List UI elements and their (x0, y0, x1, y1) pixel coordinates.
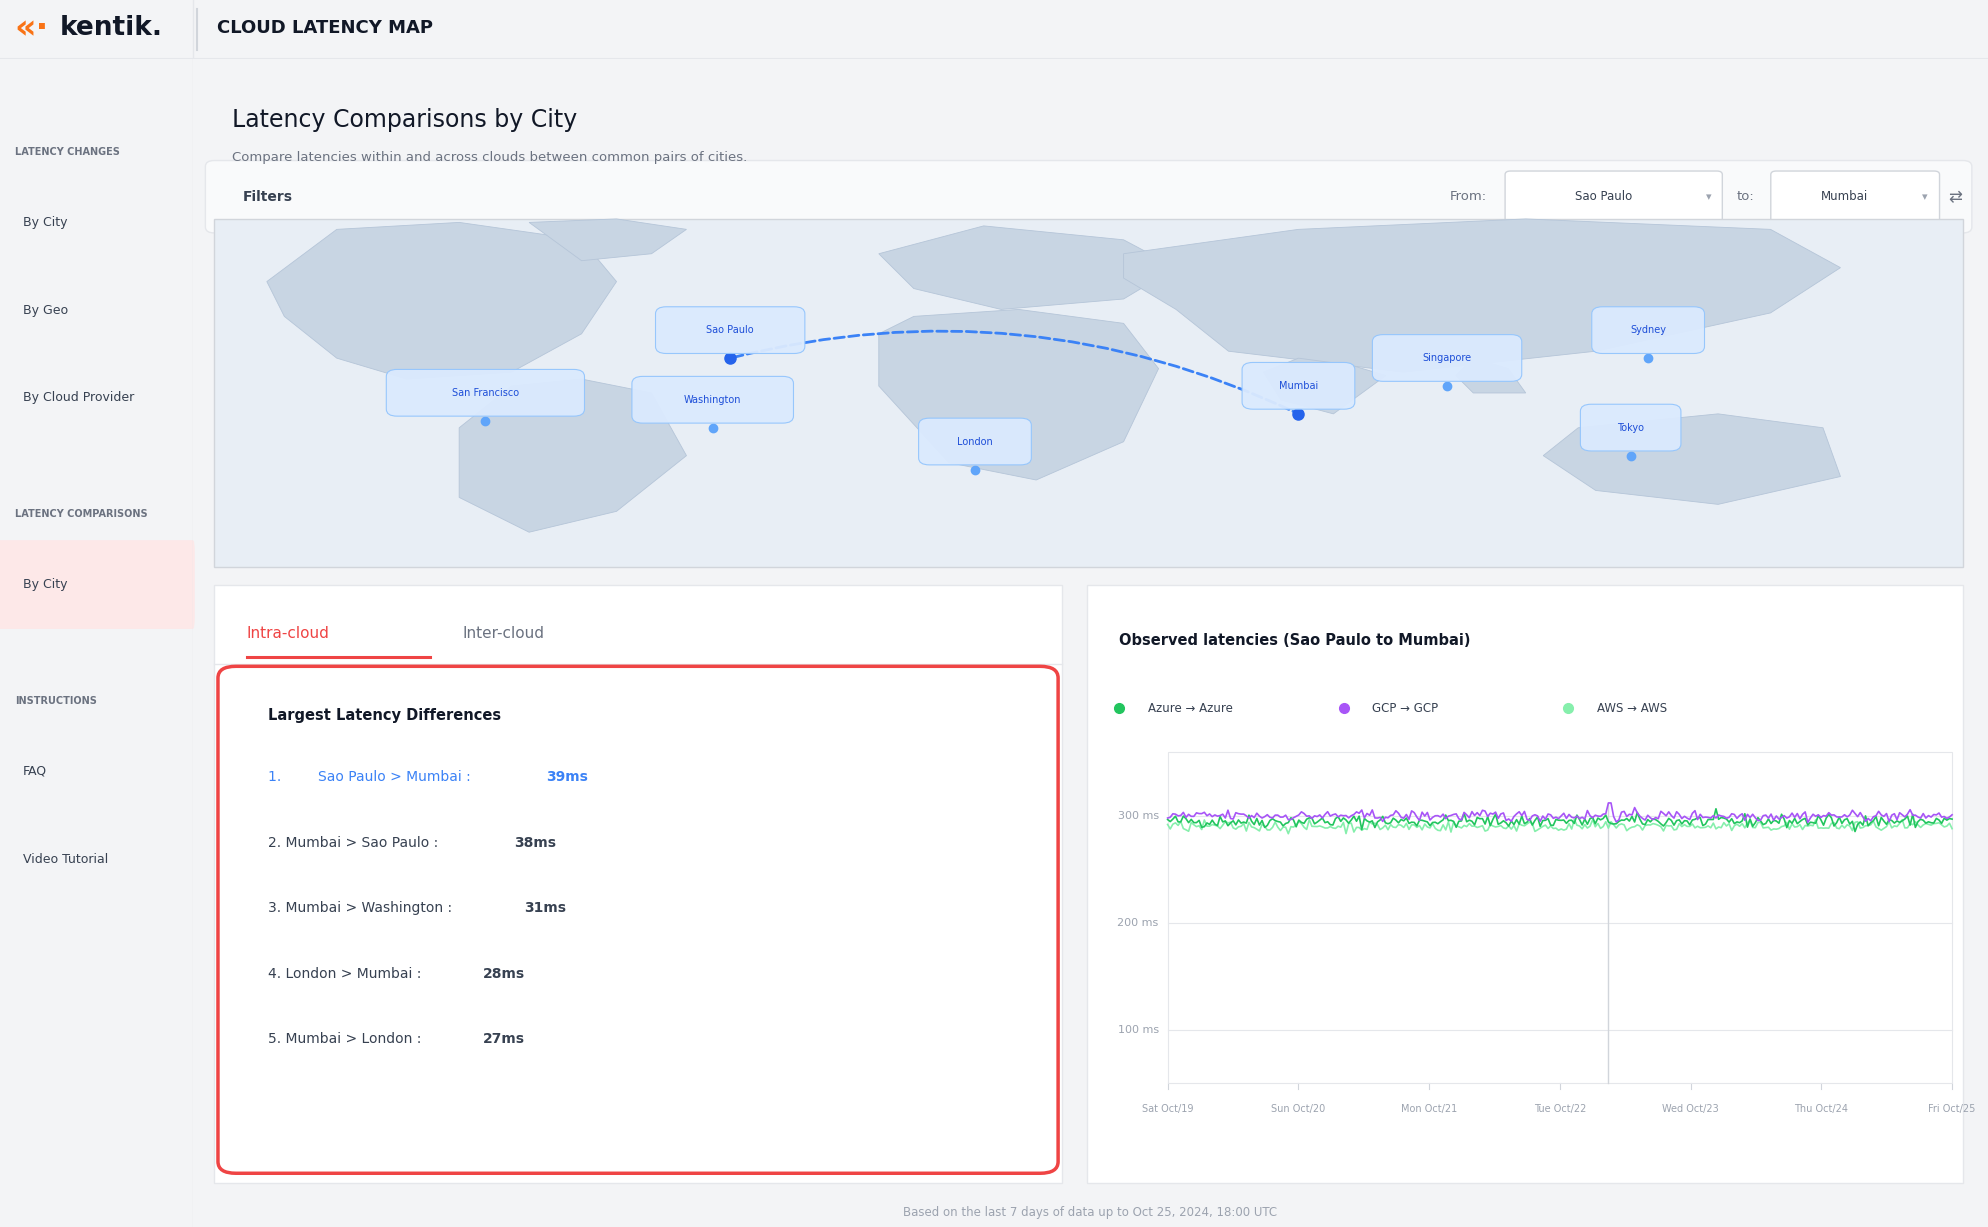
Polygon shape (529, 218, 686, 260)
Text: By Geo: By Geo (24, 303, 68, 317)
Polygon shape (1455, 358, 1525, 393)
Text: GCP → GCP: GCP → GCP (1372, 702, 1439, 715)
Text: Azure → Azure: Azure → Azure (1147, 702, 1233, 715)
Text: LATENCY COMPARISONS: LATENCY COMPARISONS (16, 509, 147, 519)
Text: Based on the last 7 days of data up to Oct 25, 2024, 18:00 UTC: Based on the last 7 days of data up to O… (903, 1206, 1278, 1220)
Text: Mumbai: Mumbai (1278, 380, 1318, 391)
FancyBboxPatch shape (1372, 335, 1521, 382)
Text: Sao Paulo: Sao Paulo (1574, 190, 1632, 204)
FancyBboxPatch shape (1087, 584, 1962, 1183)
Text: Singapore: Singapore (1423, 353, 1471, 363)
FancyBboxPatch shape (215, 584, 1062, 1183)
Text: By City: By City (24, 578, 68, 591)
Text: Sydney: Sydney (1630, 325, 1666, 335)
Polygon shape (1543, 413, 1841, 504)
Text: ⇄: ⇄ (1948, 188, 1962, 206)
Text: Washington: Washington (684, 395, 742, 405)
Text: Tokyo: Tokyo (1616, 422, 1644, 433)
Text: Wed Oct/23: Wed Oct/23 (1662, 1104, 1720, 1114)
Text: San Francisco: San Francisco (451, 388, 519, 398)
Text: 3. Mumbai > Washington :: 3. Mumbai > Washington : (268, 901, 457, 915)
FancyBboxPatch shape (205, 161, 1972, 233)
Text: 31ms: 31ms (525, 901, 567, 915)
Text: Tue Oct/22: Tue Oct/22 (1533, 1104, 1586, 1114)
Text: «·: «· (14, 12, 48, 44)
Text: Sun Oct/20: Sun Oct/20 (1270, 1104, 1326, 1114)
Text: AWS → AWS: AWS → AWS (1596, 702, 1666, 715)
Text: Filters: Filters (243, 190, 292, 204)
Text: Sao Paulo: Sao Paulo (706, 325, 753, 335)
Text: 27ms: 27ms (483, 1032, 525, 1045)
Text: Video Tutorial: Video Tutorial (24, 853, 109, 865)
Text: From:: From: (1449, 190, 1487, 204)
Text: 38ms: 38ms (513, 836, 557, 849)
Text: 4. London > Mumbai :: 4. London > Mumbai : (268, 967, 425, 980)
Text: Observed latencies (Sao Paulo to Mumbai): Observed latencies (Sao Paulo to Mumbai) (1119, 633, 1471, 648)
FancyBboxPatch shape (1505, 171, 1722, 222)
FancyBboxPatch shape (386, 369, 584, 416)
Polygon shape (266, 222, 616, 379)
Text: Compare latencies within and across clouds between common pairs of cities.: Compare latencies within and across clou… (233, 151, 747, 163)
Text: 2. Mumbai > Sao Paulo :: 2. Mumbai > Sao Paulo : (268, 836, 443, 849)
Text: 100 ms: 100 ms (1117, 1025, 1159, 1034)
Text: 39ms: 39ms (547, 771, 588, 784)
Text: Sao Paulo > Mumbai :: Sao Paulo > Mumbai : (318, 771, 475, 784)
Text: INSTRUCTIONS: INSTRUCTIONS (16, 697, 97, 707)
Text: ▾: ▾ (1706, 191, 1712, 201)
Text: Fri Oct/25: Fri Oct/25 (1928, 1104, 1976, 1114)
Text: 28ms: 28ms (483, 967, 525, 980)
FancyBboxPatch shape (0, 540, 195, 629)
Text: Largest Latency Differences: Largest Latency Differences (268, 708, 501, 723)
Polygon shape (1264, 358, 1386, 413)
FancyBboxPatch shape (1592, 307, 1704, 353)
Text: Mon Oct/21: Mon Oct/21 (1402, 1104, 1457, 1114)
Text: By City: By City (24, 216, 68, 229)
Polygon shape (879, 309, 1159, 480)
FancyBboxPatch shape (632, 377, 793, 423)
Polygon shape (459, 379, 686, 533)
FancyBboxPatch shape (1771, 171, 1940, 222)
Text: Inter-cloud: Inter-cloud (461, 626, 545, 640)
Text: Latency Comparisons by City: Latency Comparisons by City (233, 108, 579, 131)
Text: Thu Oct/24: Thu Oct/24 (1795, 1104, 1849, 1114)
Text: By Cloud Provider: By Cloud Provider (24, 391, 135, 404)
Text: ▾: ▾ (1922, 191, 1926, 201)
Polygon shape (1123, 218, 1841, 372)
FancyBboxPatch shape (656, 307, 805, 353)
Text: LATENCY CHANGES: LATENCY CHANGES (16, 147, 121, 157)
Text: Mumbai: Mumbai (1821, 190, 1869, 204)
Text: London: London (956, 437, 992, 447)
FancyBboxPatch shape (1580, 404, 1682, 452)
Text: kentik.: kentik. (60, 15, 163, 42)
Text: 200 ms: 200 ms (1117, 918, 1159, 928)
Text: to:: to: (1738, 190, 1755, 204)
Text: 1.: 1. (268, 771, 286, 784)
Text: FAQ: FAQ (24, 764, 48, 778)
Text: 5. Mumbai > London :: 5. Mumbai > London : (268, 1032, 425, 1045)
FancyBboxPatch shape (219, 666, 1058, 1173)
Text: Sat Oct/19: Sat Oct/19 (1141, 1104, 1193, 1114)
Text: Intra-cloud: Intra-cloud (247, 626, 330, 640)
Polygon shape (879, 226, 1177, 309)
FancyBboxPatch shape (215, 218, 1962, 567)
Text: 300 ms: 300 ms (1117, 811, 1159, 821)
FancyBboxPatch shape (1242, 362, 1354, 409)
FancyBboxPatch shape (918, 418, 1032, 465)
Text: CLOUD LATENCY MAP: CLOUD LATENCY MAP (217, 20, 433, 37)
